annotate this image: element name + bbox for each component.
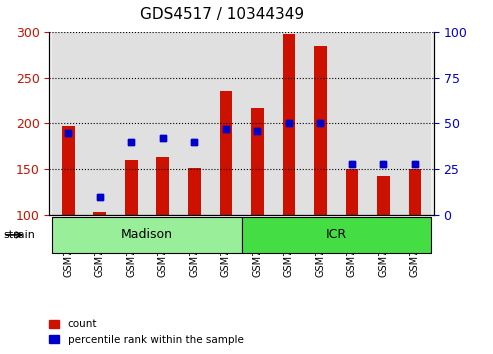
Point bbox=[317, 121, 324, 126]
Point bbox=[253, 128, 261, 133]
Text: ICR: ICR bbox=[325, 228, 347, 241]
Bar bbox=[368, 32, 399, 215]
Point bbox=[348, 161, 356, 166]
Point bbox=[96, 194, 104, 199]
FancyBboxPatch shape bbox=[52, 217, 242, 253]
Bar bbox=[156, 157, 169, 215]
Point bbox=[317, 121, 324, 126]
Point bbox=[190, 139, 198, 144]
Bar bbox=[62, 126, 74, 215]
Point bbox=[222, 126, 230, 132]
Bar bbox=[84, 32, 115, 215]
Point bbox=[159, 135, 167, 141]
Bar bbox=[188, 168, 201, 215]
Bar bbox=[125, 160, 138, 215]
Bar bbox=[305, 32, 336, 215]
Bar bbox=[251, 108, 264, 215]
Bar bbox=[409, 169, 421, 215]
Text: GDS4517 / 10344349: GDS4517 / 10344349 bbox=[140, 7, 304, 22]
Bar bbox=[115, 32, 147, 215]
Point bbox=[411, 161, 419, 166]
Bar bbox=[94, 212, 106, 215]
Point bbox=[96, 194, 104, 199]
Point bbox=[64, 130, 72, 135]
Point bbox=[285, 121, 293, 126]
Bar bbox=[282, 34, 295, 215]
Bar bbox=[242, 32, 273, 215]
Point bbox=[348, 161, 356, 166]
Bar bbox=[399, 32, 431, 215]
Point bbox=[127, 139, 135, 144]
Bar bbox=[219, 91, 232, 215]
FancyBboxPatch shape bbox=[242, 217, 431, 253]
Bar bbox=[210, 32, 242, 215]
Point bbox=[253, 128, 261, 133]
Bar bbox=[273, 32, 305, 215]
Bar bbox=[314, 46, 327, 215]
Legend: count, percentile rank within the sample: count, percentile rank within the sample bbox=[45, 315, 247, 349]
Bar bbox=[178, 32, 210, 215]
Point bbox=[190, 139, 198, 144]
Point bbox=[64, 130, 72, 135]
Point bbox=[159, 135, 167, 141]
Bar bbox=[336, 32, 368, 215]
Point bbox=[380, 161, 387, 166]
Bar bbox=[147, 32, 178, 215]
Text: Madison: Madison bbox=[121, 228, 173, 241]
Bar bbox=[52, 32, 84, 215]
Bar bbox=[346, 169, 358, 215]
Point bbox=[222, 126, 230, 132]
Point bbox=[380, 161, 387, 166]
Point bbox=[285, 121, 293, 126]
Point bbox=[411, 161, 419, 166]
Point bbox=[127, 139, 135, 144]
Bar bbox=[377, 176, 389, 215]
Text: strain: strain bbox=[3, 230, 35, 240]
